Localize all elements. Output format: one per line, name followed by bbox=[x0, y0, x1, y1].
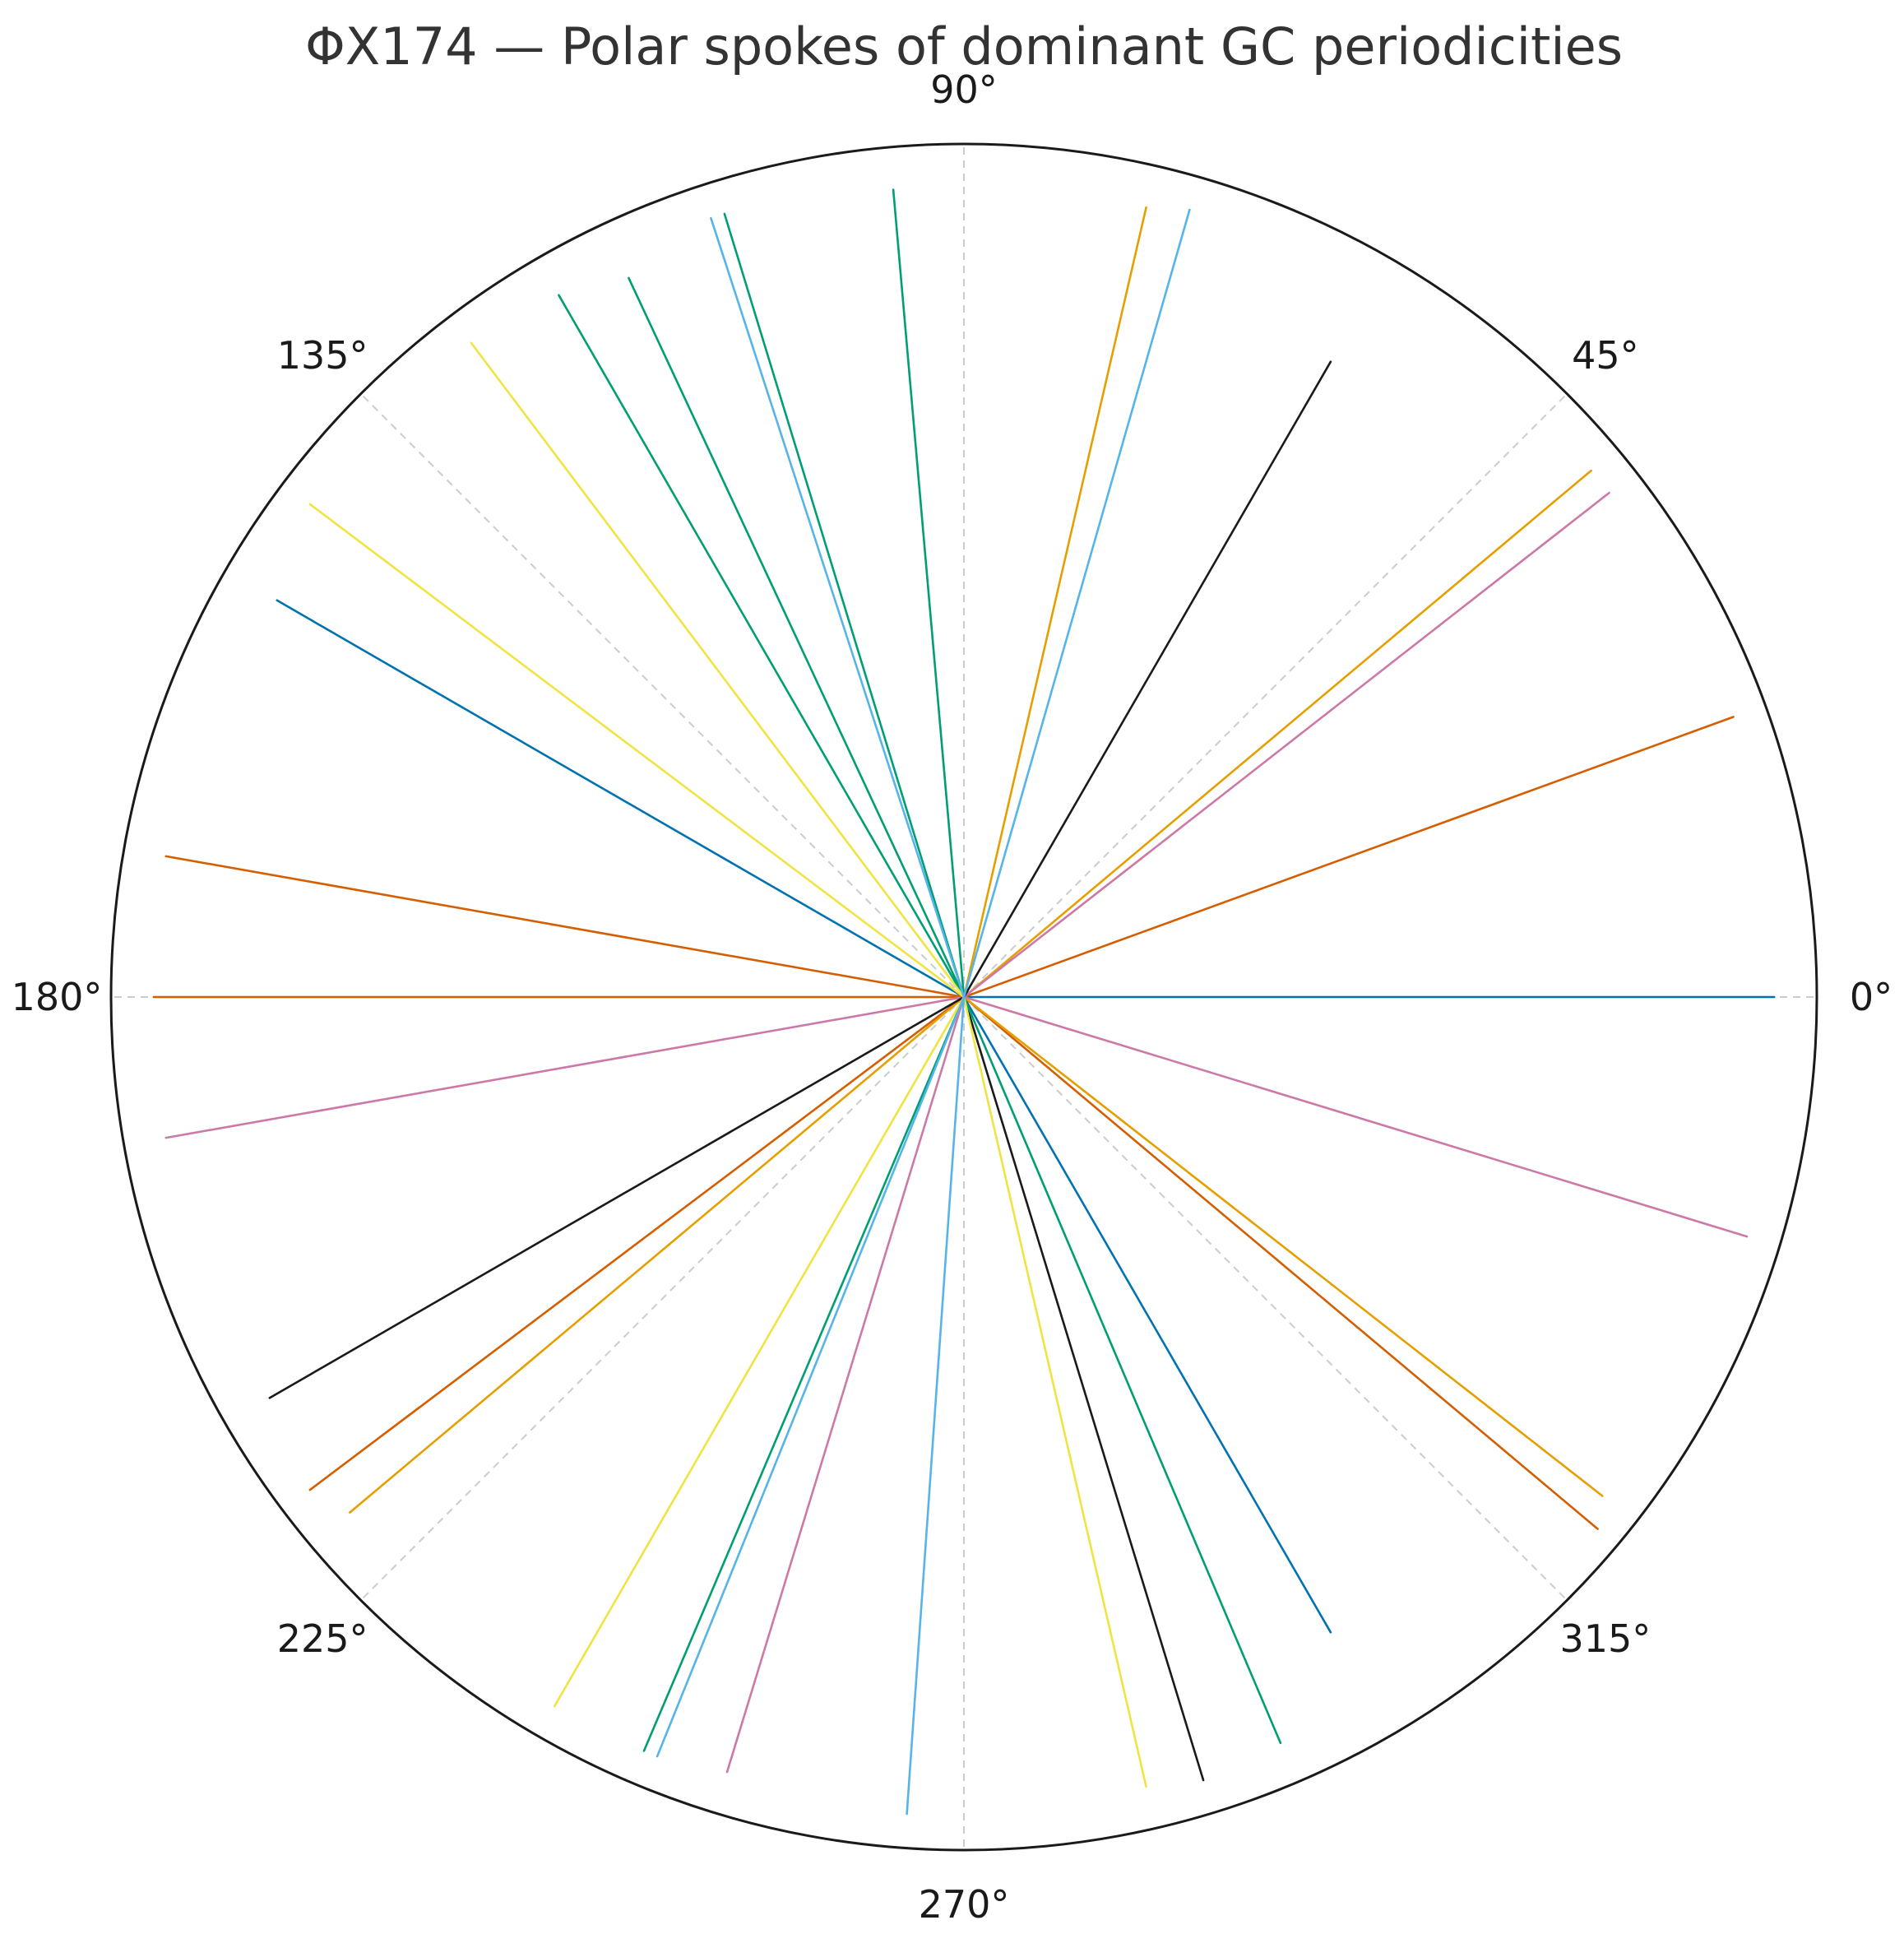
polar-frame bbox=[109, 142, 1818, 1852]
spoke-5-3 bbox=[962, 995, 1205, 1782]
spoke-series-2 bbox=[152, 716, 1735, 1530]
spoke-series-5 bbox=[268, 360, 1332, 1782]
angle-label-90: 90° bbox=[930, 67, 998, 112]
spoke-1-2 bbox=[962, 995, 1332, 1634]
spoke-series-7 bbox=[558, 212, 966, 999]
spoke-9-3 bbox=[656, 995, 966, 1758]
gridline-45 bbox=[963, 392, 1568, 998]
angle-label-135: 135° bbox=[277, 333, 368, 378]
spoke-9-1 bbox=[962, 208, 1191, 999]
spoke-2-4 bbox=[308, 995, 966, 1491]
spoke-7-3 bbox=[558, 294, 966, 999]
spoke-3-1 bbox=[962, 469, 1592, 999]
spoke-3-3 bbox=[962, 995, 1604, 1497]
gridline-225 bbox=[359, 996, 965, 1602]
angle-label-0: 0° bbox=[1850, 975, 1892, 1019]
spoke-3-2 bbox=[348, 995, 966, 1514]
angle-label-225: 225° bbox=[277, 1616, 368, 1661]
spoke-1-3 bbox=[276, 599, 966, 999]
angle-label-45: 45° bbox=[1572, 333, 1639, 378]
spoke-7-2 bbox=[628, 276, 966, 999]
spoke-2-5 bbox=[164, 855, 966, 999]
gridline-315 bbox=[963, 996, 1568, 1602]
gridline-135 bbox=[359, 392, 965, 998]
spoke-series-9 bbox=[656, 208, 1191, 1816]
spoke-series-3 bbox=[348, 206, 1604, 1514]
spoke-series-8 bbox=[308, 341, 1147, 1788]
spoke-8-3 bbox=[553, 995, 966, 1708]
chart-title: ΦX174 — Polar spokes of dominant GC peri… bbox=[305, 16, 1623, 77]
data-spokes bbox=[152, 188, 1776, 1816]
spoke-6-2 bbox=[962, 995, 1282, 1745]
spoke-2-3 bbox=[962, 995, 1599, 1530]
angle-label-315: 315° bbox=[1559, 1616, 1651, 1661]
spoke-5-1 bbox=[962, 360, 1332, 999]
spoke-3-4 bbox=[962, 206, 1147, 999]
spoke-8-2 bbox=[308, 503, 966, 999]
spoke-8-4 bbox=[962, 995, 1147, 1788]
spoke-2-1 bbox=[962, 716, 1735, 999]
spoke-4-2 bbox=[164, 995, 966, 1139]
spoke-9-4 bbox=[906, 995, 966, 1816]
angle-label-180: 180° bbox=[12, 975, 103, 1019]
spoke-4-4 bbox=[725, 995, 966, 1774]
spoke-9-2 bbox=[710, 216, 966, 999]
spoke-series-6 bbox=[642, 188, 1282, 1752]
angle-label-270: 270° bbox=[919, 1882, 1010, 1927]
spoke-6-1 bbox=[892, 188, 966, 999]
spoke-5-2 bbox=[268, 995, 966, 1399]
spoke-7-1 bbox=[723, 212, 966, 999]
spoke-4-1 bbox=[962, 491, 1610, 999]
angle-tick-labels: 0° 45° 90° 135° 180° 225° 270° 315° bbox=[12, 67, 1893, 1927]
spoke-6-3 bbox=[642, 995, 966, 1752]
spoke-8-1 bbox=[470, 341, 966, 999]
spoke-series-1 bbox=[276, 599, 1776, 1634]
spoke-series-4 bbox=[164, 491, 1749, 1774]
spoke-4-3 bbox=[962, 995, 1749, 1238]
